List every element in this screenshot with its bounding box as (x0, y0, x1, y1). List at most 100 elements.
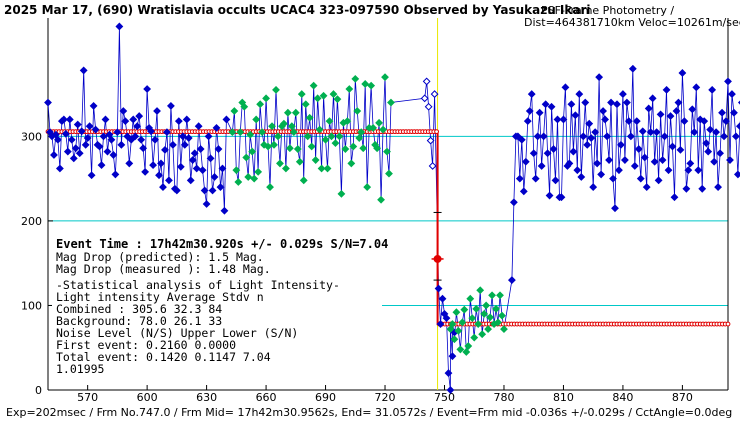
data-point (630, 162, 639, 170)
data-point (264, 142, 272, 151)
data-point (208, 186, 217, 195)
data-point (533, 132, 542, 141)
data-point (345, 85, 354, 93)
data-point (194, 122, 203, 131)
data-point (446, 386, 455, 394)
data-point (190, 149, 199, 158)
data-point (335, 132, 344, 141)
data-point (75, 149, 84, 158)
data-point (141, 167, 150, 176)
data-point (119, 107, 128, 115)
data-point (337, 189, 346, 198)
x-tick-label: 750 (434, 391, 455, 404)
data-point (527, 90, 536, 98)
data-point (704, 147, 713, 156)
data-point (331, 139, 340, 148)
data-point (484, 325, 493, 334)
x-tick-label: 720 (375, 391, 396, 404)
data-point (351, 74, 360, 83)
data-point (317, 164, 326, 173)
data-point (139, 144, 148, 153)
data-point (521, 157, 530, 166)
data-point (301, 100, 310, 109)
data-point (281, 164, 290, 173)
data-point (307, 142, 316, 151)
data-point (494, 318, 502, 327)
data-point (117, 140, 126, 149)
data-point (65, 115, 74, 124)
data-point (97, 161, 106, 170)
data-point (551, 176, 560, 185)
data-point (167, 102, 175, 110)
chart-subtitle-distance: Dist=464381710km Veloc=10261m/sec (524, 16, 740, 29)
data-point (480, 310, 489, 318)
data-point (488, 291, 496, 300)
data-point (87, 171, 96, 180)
data-point (613, 100, 621, 109)
y-tick-label: 0 (35, 384, 42, 397)
data-point (186, 176, 195, 185)
stats-line: Mag Drop (predicted): 1.5 Mag. (56, 250, 264, 264)
chart-subtitle: PSF-Frame Photometry / (541, 4, 674, 17)
data-point (716, 149, 724, 158)
x-tick-label: 600 (137, 391, 158, 404)
data-point (155, 171, 163, 180)
data-point (131, 132, 140, 141)
data-point (702, 139, 711, 148)
data-point (450, 335, 459, 344)
data-point (525, 107, 534, 115)
data-point (188, 156, 197, 164)
data-point (670, 193, 679, 202)
data-point (246, 130, 255, 139)
data-point (728, 90, 736, 98)
data-point (295, 157, 304, 166)
data-point (700, 117, 709, 126)
data-point (81, 140, 90, 149)
data-point (355, 134, 364, 142)
data-point (367, 81, 376, 90)
data-point (452, 308, 461, 317)
data-point (674, 98, 683, 107)
data-point (163, 128, 171, 137)
data-point (599, 107, 608, 115)
data-point (609, 174, 617, 183)
data-point (228, 128, 237, 137)
data-point (254, 167, 263, 176)
data-point (617, 140, 625, 149)
data-point (589, 183, 598, 191)
data-point (268, 122, 276, 131)
data-point (276, 159, 284, 168)
data-point (636, 174, 645, 183)
data-point (266, 183, 274, 191)
data-point (470, 333, 479, 342)
data-point (299, 176, 308, 185)
data-point (496, 291, 504, 300)
data-point (541, 100, 550, 109)
series-line (47, 26, 740, 391)
data-point (706, 125, 715, 134)
data-point (200, 186, 209, 195)
data-point (619, 90, 627, 98)
data-point (153, 107, 161, 115)
stats-line: Total event: 0.1420 0.1147 7.04 (56, 350, 271, 364)
data-point (341, 145, 350, 153)
data-point (91, 125, 100, 134)
data-point (375, 118, 383, 127)
data-point (686, 159, 695, 168)
data-point (121, 117, 130, 126)
data-point (198, 166, 207, 175)
data-point (426, 136, 435, 145)
data-point (454, 326, 463, 335)
data-point (464, 342, 473, 350)
data-point (55, 164, 64, 173)
model-marker (434, 129, 439, 135)
y-tick-label: 100 (21, 299, 42, 312)
data-point (347, 159, 356, 168)
data-point (587, 134, 596, 142)
data-point (492, 304, 500, 313)
data-point (289, 128, 298, 137)
data-point (234, 178, 243, 186)
data-point (252, 115, 261, 124)
data-point (220, 206, 229, 215)
